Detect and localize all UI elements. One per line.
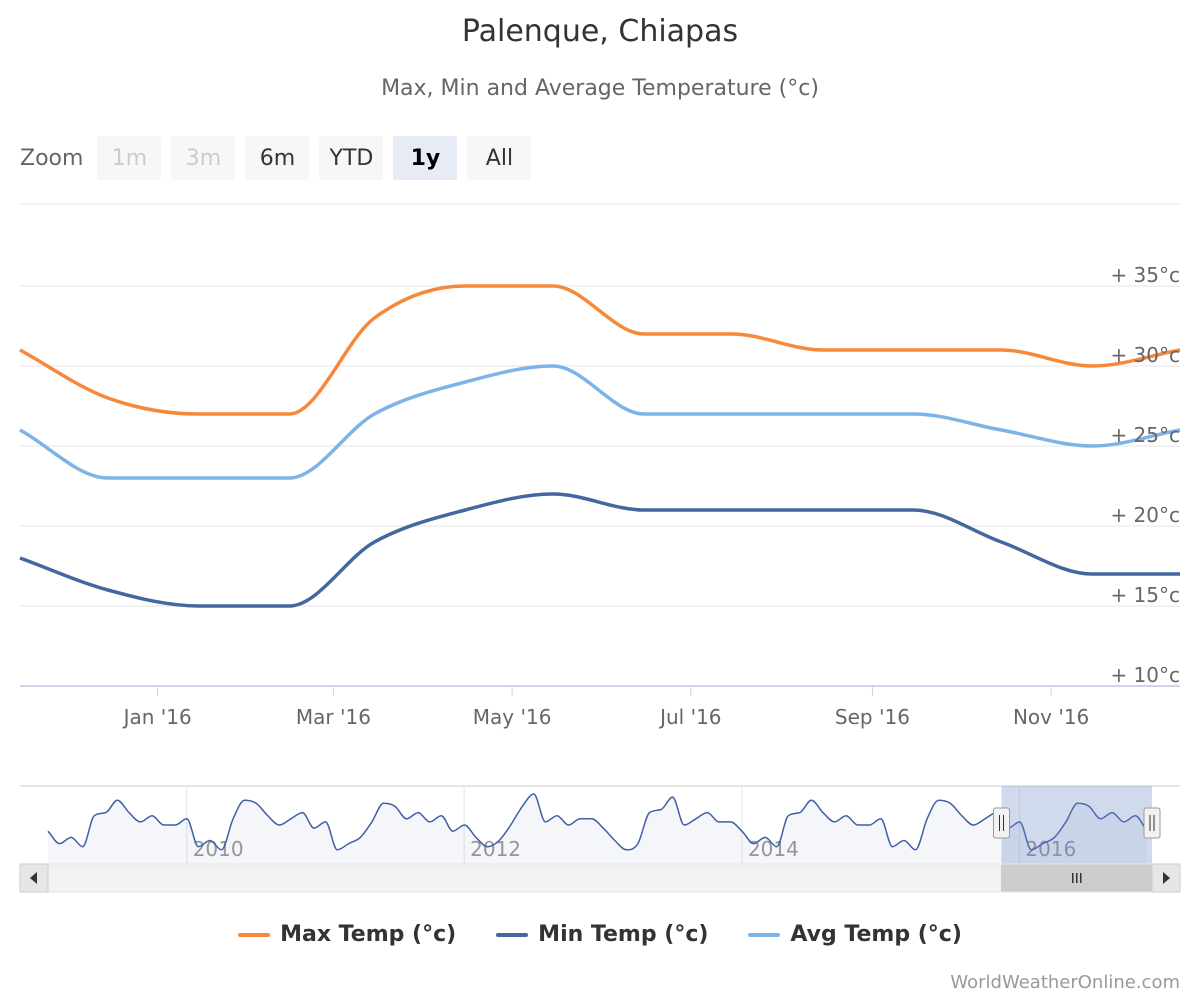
zoom-label: Zoom (20, 145, 84, 171)
legend-item-max[interactable]: Max Temp (°c) (238, 922, 456, 947)
zoom-1y-button[interactable]: 1y (393, 136, 458, 180)
navigator-selected-range (1001, 786, 1152, 864)
zoom-all-button[interactable]: All (467, 136, 532, 180)
scrollbar-track (19, 863, 1181, 893)
zoom-ytd-button[interactable]: YTD (319, 136, 384, 180)
navigator-series-area (48, 794, 1147, 864)
chart-title: Palenque, Chiapas (461, 14, 739, 49)
legend-item-min[interactable]: Min Temp (°c) (496, 922, 708, 947)
navigator-year-label: 2014 (748, 837, 799, 861)
series-line-min (19, 492, 1180, 608)
legend-swatch-avg (748, 932, 781, 937)
x-tick-label: Sep '16 (835, 705, 910, 729)
scroll-right-arrow-icon (1163, 872, 1170, 884)
y-tick-label: + 25°c (1110, 423, 1180, 447)
navigator-handle-right[interactable] (1143, 807, 1161, 839)
handle-box (993, 807, 1011, 839)
scroll-left-arrow-icon (30, 872, 37, 884)
zoom-bar: Zoom 1m 3m 6m YTD 1y All (20, 136, 541, 180)
chart-subtitle: Max, Min and Average Temperature (°c) (381, 76, 819, 101)
x-axis: Jan '16 Mar '16 May '16 Jul '16 Sep '16 Nov '… (122, 686, 1089, 729)
navigator-series-line (47, 793, 1148, 851)
legend-swatch-min (496, 932, 529, 937)
series-line-avg (19, 364, 1181, 480)
zoom-3m-button[interactable]: 3m (171, 136, 236, 180)
legend-label-min: Min Temp (°c) (538, 922, 709, 947)
legend-item-avg[interactable]: Avg Temp (°c) (748, 922, 962, 947)
series-layer (19, 284, 1181, 608)
x-tick-label: Jul '16 (658, 705, 721, 729)
navigator-handle-left[interactable] (993, 807, 1011, 839)
series-line-max (19, 284, 1181, 416)
x-tick-label: May '16 (473, 705, 552, 729)
legend: Max Temp (°c) Min Temp (°c) Avg Temp (°c… (0, 922, 1200, 947)
navigator[interactable]: 2010201220142016 (19, 785, 1181, 893)
zoom-6m-button[interactable]: 6m (245, 136, 310, 180)
legend-label-avg: Avg Temp (°c) (790, 922, 962, 947)
legend-swatch-max (238, 932, 271, 937)
handle-box (1143, 807, 1161, 839)
zoom-1m-button[interactable]: 1m (97, 136, 162, 180)
legend-label-max: Max Temp (°c) (280, 922, 457, 947)
grid-layer (20, 203, 1180, 687)
y-tick-label: + 20°c (1110, 503, 1180, 527)
y-axis: + 10°c + 15°c + 20°c + 25°c + 30°c + 35°c (1110, 263, 1180, 687)
credit-link[interactable]: WorldWeatherOnline.com (950, 972, 1180, 993)
y-tick-label: + 35°c (1110, 263, 1180, 287)
x-tick-label: Nov '16 (1013, 705, 1089, 729)
x-tick-label: Jan '16 (122, 705, 192, 729)
y-tick-label: + 30°c (1110, 343, 1180, 367)
y-tick-label: + 10°c (1110, 663, 1180, 687)
y-tick-label: + 15°c (1110, 583, 1180, 607)
navigator-year-label: 2010 (193, 837, 244, 861)
x-tick-label: Mar '16 (296, 705, 371, 729)
